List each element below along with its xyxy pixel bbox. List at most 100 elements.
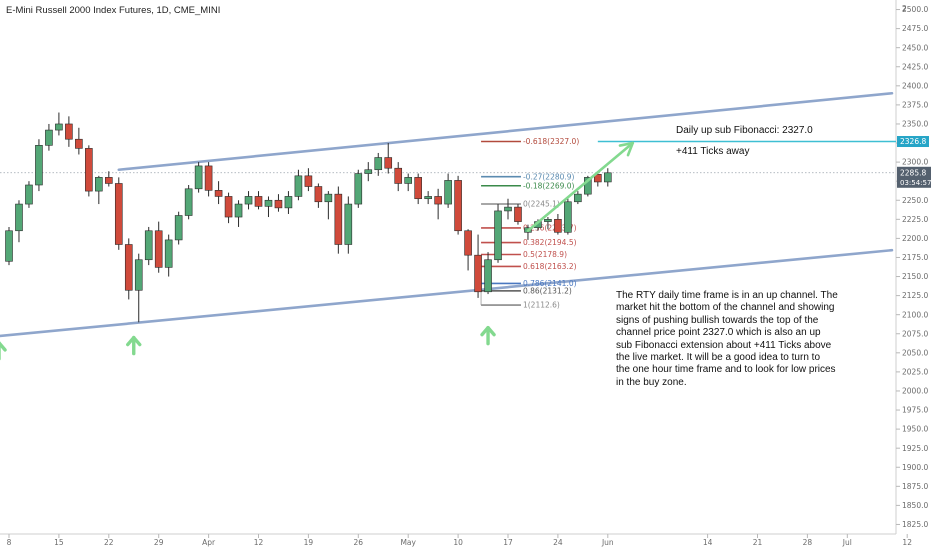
y-tick-label: 2150.0 — [902, 272, 928, 281]
candle-body — [105, 177, 113, 184]
y-tick-label: 2475.0 — [902, 24, 928, 33]
fib-level-label: 0.5(2178.9) — [523, 250, 567, 259]
candle — [334, 186, 343, 254]
candle — [184, 184, 193, 220]
candle — [124, 238, 133, 300]
candle — [164, 234, 173, 277]
candle-body — [55, 123, 63, 131]
fib-level-label: 0.786(2141.0) — [523, 279, 577, 288]
candle-body — [594, 174, 602, 183]
y-tick-label: 1925.0 — [902, 444, 928, 453]
candle — [35, 139, 43, 192]
up-arrow-icon — [480, 325, 496, 346]
candle — [304, 168, 313, 192]
candle-body — [404, 177, 413, 184]
y-tick-label: 2400.0 — [902, 81, 928, 90]
countdown-badge: 03:54:57 — [900, 179, 931, 187]
fib-level-label: 0.382(2194.5) — [523, 238, 577, 247]
candle-body — [25, 184, 33, 205]
candle — [174, 211, 183, 245]
candle — [564, 198, 572, 235]
candle-body — [504, 206, 512, 212]
candle — [154, 221, 163, 273]
candle-body — [434, 196, 442, 205]
candle-body — [344, 203, 353, 245]
candle-body — [274, 199, 283, 209]
candle — [144, 226, 153, 266]
x-tick-label: 21 — [753, 538, 763, 547]
candle — [344, 196, 353, 254]
y-tick-label: 2025.0 — [902, 367, 928, 376]
candle — [204, 162, 213, 197]
up-arrow-icon — [126, 335, 142, 356]
candle — [424, 191, 432, 205]
channel-upper-line — [117, 91, 894, 172]
candle-body — [174, 215, 183, 241]
y-tick-label: 2075.0 — [902, 329, 928, 338]
y-tick-label: 1900.0 — [902, 463, 928, 472]
target-price-badge-bg — [897, 136, 929, 148]
candle-body — [75, 138, 83, 149]
x-tick-label: Jun — [601, 538, 614, 547]
candle-body — [414, 177, 422, 200]
arrows — [0, 141, 635, 361]
candle-body — [264, 199, 273, 207]
fib-level-label: 0.236(2213.7) — [523, 224, 577, 233]
y-tick-label: 2300.0 — [902, 158, 928, 167]
candle — [494, 204, 502, 263]
candle — [324, 191, 333, 220]
candle-body — [224, 196, 233, 218]
chart-title: E-Mini Russell 2000 Index Futures, 1D, C… — [6, 5, 221, 16]
candle-body — [364, 169, 373, 174]
y-tick-label: 2350.0 — [902, 120, 928, 129]
candle-body — [424, 196, 432, 200]
candle-body — [514, 206, 522, 222]
channel-lower-line — [0, 248, 894, 338]
candle — [55, 112, 63, 136]
candle-body — [234, 203, 243, 218]
y-tick-label: 2500.0 — [902, 5, 928, 14]
candle-body — [334, 193, 343, 245]
fib-level-label: -0.618(2327.0) — [523, 137, 579, 146]
analysis-line: the live market. It will be a good idea … — [616, 352, 820, 364]
analysis-line: sub Fibonacci extension about +411 Ticks… — [616, 339, 832, 351]
candle-body — [384, 157, 393, 169]
candle-body — [603, 172, 612, 183]
candle — [464, 229, 472, 271]
fibonacci-levels: -0.618(2327.0) -0.27(2280.9)-0.18(2269.0)… — [480, 137, 579, 310]
candle — [294, 169, 303, 201]
fib-level-label: 0(2245.1) — [523, 200, 560, 209]
candle-body — [35, 145, 43, 186]
candle-body — [484, 259, 492, 293]
candle-body — [374, 157, 383, 171]
candle — [264, 196, 273, 218]
x-tick-label: 19 — [304, 538, 314, 547]
candle-body — [164, 239, 173, 268]
candle — [444, 173, 452, 208]
y-tick-label: 2000.0 — [902, 387, 928, 396]
candle-body — [474, 254, 482, 293]
candle — [354, 169, 363, 208]
candle — [194, 162, 203, 193]
candle-body — [15, 203, 23, 232]
x-tick-label: 26 — [354, 538, 364, 547]
candle-body — [554, 219, 562, 233]
candle-body — [114, 183, 123, 245]
candle — [374, 152, 383, 176]
y-tick-label: 2375.0 — [902, 100, 928, 109]
up-arrow-head — [126, 335, 142, 347]
fib-level-label: -0.27(2280.9) — [523, 172, 575, 181]
up-arrow-head — [0, 341, 7, 352]
y-tick-label: 2200.0 — [902, 234, 928, 243]
x-tick-label: 12 — [902, 538, 912, 547]
candle-body — [464, 230, 472, 256]
y-tick-label: 1950.0 — [902, 425, 928, 434]
x-tick-label: 22 — [104, 538, 114, 547]
last-price-badge-bg — [897, 166, 931, 188]
axes: 1825.0 1850.0 1875.0 1900.0 1925.0 1950.0 1975… — [7, 4, 932, 547]
candle-body — [394, 167, 403, 184]
ticks-annotation: +411 Ticks away — [676, 146, 750, 157]
candle-body — [214, 190, 223, 197]
x-tick-label: 10 — [453, 538, 463, 547]
